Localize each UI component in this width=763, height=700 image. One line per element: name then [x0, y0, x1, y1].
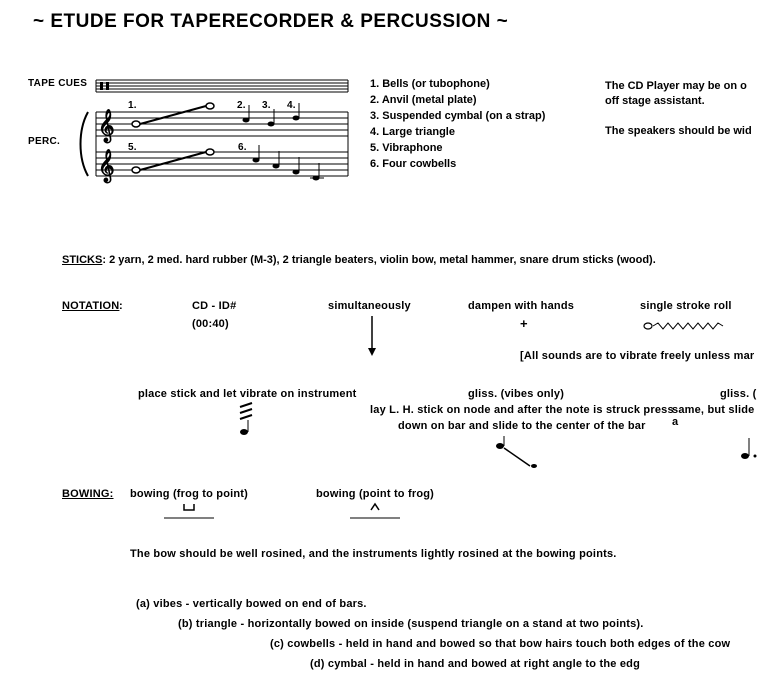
gliss-vibes-title: gliss. (vibes only) [468, 388, 564, 400]
simultaneously-label: simultaneously [328, 300, 411, 312]
gliss-glyph-2 [735, 436, 763, 476]
gliss-2-title: gliss. ( [720, 388, 756, 400]
page-title: ~ ETUDE FOR TAPERECORDER & PERCUSSION ~ [33, 11, 508, 33]
bowing-point-label: bowing (point to frog) [316, 488, 434, 500]
tape-cues-label: TAPE CUES [28, 78, 87, 89]
single-stroke-roll-label: single stroke roll [640, 300, 732, 312]
bowing-frog-label: bowing (frog to point) [130, 488, 248, 500]
sticks-text: 2 yarn, 2 med. hard rubber (M-3), 2 tria… [109, 254, 656, 266]
instrument-3: 3. Suspended cymbal (on a strap) [370, 110, 545, 122]
dampen-label: dampen with hands [468, 300, 574, 312]
num-6: 6. [238, 142, 247, 153]
upbow-icon [338, 502, 418, 527]
num-1: 1. [128, 100, 137, 111]
bowing-d: (d) cymbal - held in hand and bowed at r… [310, 658, 640, 670]
roll-glyph [638, 316, 738, 336]
tremolo-note-icon [232, 402, 262, 442]
place-stick-label: place stick and let vibrate on instrumen… [138, 388, 356, 400]
instrument-1: 1. Bells (or tubophone) [370, 78, 490, 90]
gliss-vibes-line2: down on bar and slide to the center of t… [398, 420, 646, 432]
sticks-label: STICKS [62, 254, 102, 266]
bowing-b: (b) triangle - horizontally bowed on ins… [178, 618, 644, 630]
num-4: 4. [287, 100, 296, 111]
cd-time: (00:40) [192, 318, 229, 330]
all-sounds-note: [All sounds are to vibrate freely unless… [520, 350, 754, 362]
notation-label: NOTATION [62, 300, 119, 312]
instrument-5: 5. Vibraphone [370, 142, 443, 154]
instrument-4: 4. Large triangle [370, 126, 455, 138]
instrument-2: 2. Anvil (metal plate) [370, 94, 477, 106]
sticks-line: STICKS: 2 yarn, 2 med. hard rubber (M-3)… [62, 254, 656, 266]
cd-player-note-2: off stage assistant. [605, 95, 705, 107]
arrow-down-icon [362, 316, 392, 361]
gliss-vibes-line1: lay L. H. stick on node and after the no… [370, 404, 674, 416]
bowing-rosined-note: The bow should be well rosined, and the … [130, 548, 617, 560]
cd-id: CD - ID# [192, 300, 236, 312]
num-5: 5. [128, 142, 137, 153]
bowing-label: BOWING: [62, 488, 114, 500]
svg-text:𝄞: 𝄞 [98, 109, 115, 144]
downbow-icon [152, 502, 232, 527]
speakers-note: The speakers should be wid [605, 125, 752, 137]
bowing-a: (a) vibes - vertically bowed on end of b… [136, 598, 367, 610]
bowing-c: (c) cowbells - held in hand and bowed so… [270, 638, 730, 650]
perc-label: PERC. [28, 136, 60, 147]
num-2: 2. [237, 100, 246, 111]
gliss-2-line1: same, but slide a [672, 404, 763, 428]
instrument-6: 6. Four cowbells [370, 158, 456, 170]
gliss-glyph-1 [490, 436, 550, 476]
cd-player-note-1: The CD Player may be on o [605, 80, 747, 92]
svg-text:𝄞: 𝄞 [98, 149, 115, 184]
plus-glyph: + [520, 316, 528, 331]
num-3: 3. [262, 100, 271, 111]
